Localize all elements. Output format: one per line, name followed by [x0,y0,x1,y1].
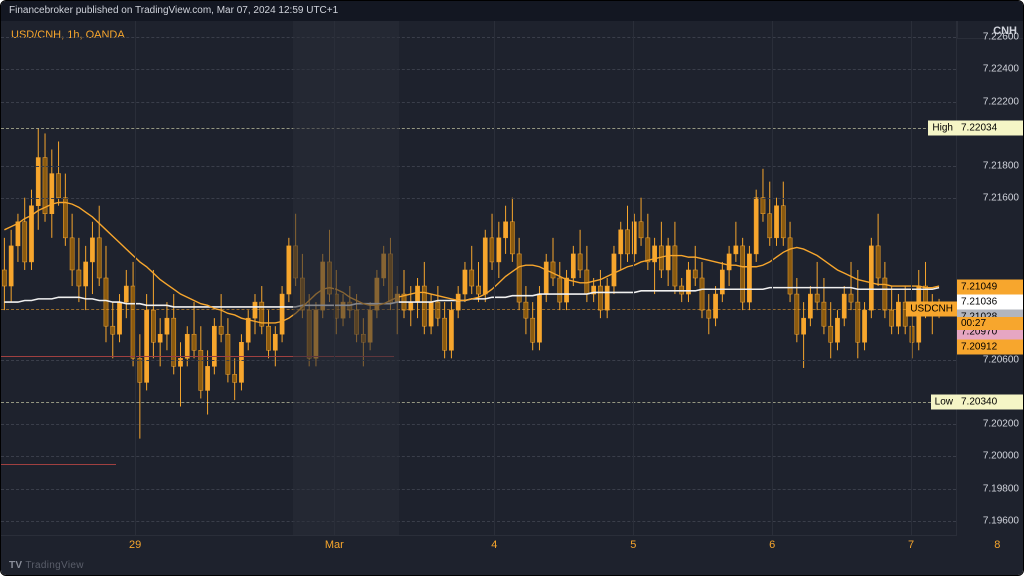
price-tag-last: 7.20912 [957,340,1023,355]
price-tag-high: 7.22034 [957,121,1023,136]
x-tick: 29 [129,539,141,551]
price-tag-ma-white: 7.21036 [957,295,1023,310]
price-tag-low: 7.20340 [957,394,1023,409]
y-tick: 7.21800 [983,161,1019,172]
y-tick: 7.20000 [983,451,1019,462]
y-tick: 7.19600 [983,515,1019,526]
chart-frame: Financebroker published on TradingView.c… [0,0,1024,576]
y-tick: 7.19800 [983,483,1019,494]
x-tick: 7 [908,539,914,551]
countdown: 00:27 [957,317,1023,330]
y-tick: 7.22400 [983,64,1019,75]
y-tick: 7.20600 [983,354,1019,365]
x-axis[interactable]: 29Mar45678 [1,535,957,555]
publish-text: Financebroker published on TradingView.c… [9,5,338,16]
chart-root[interactable]: Financebroker published on TradingView.c… [1,1,1023,575]
y-tick: 7.22200 [983,96,1019,107]
price-label-last: USDCNH [906,302,957,317]
price-label-high: High [928,121,957,136]
chart-overlay [1,21,956,535]
publish-bar: Financebroker published on TradingView.c… [1,1,1023,21]
y-axis[interactable]: CNH 7.226007.224007.222007.218007.216007… [957,21,1023,535]
x-tick: 8 [994,539,1000,551]
y-tick: 7.20200 [983,419,1019,430]
plot-area[interactable] [1,21,957,535]
x-tick: 4 [491,539,497,551]
price-tag-ma-orange: 7.21049 [957,280,1023,295]
y-tick: 7.22600 [983,32,1019,43]
tradingview-watermark: TVTradingView [9,560,84,571]
y-tick: 7.21600 [983,193,1019,204]
x-tick: 5 [630,539,636,551]
x-tick: Mar [325,539,344,551]
x-tick: 6 [769,539,775,551]
price-label-low: Low [931,394,957,409]
